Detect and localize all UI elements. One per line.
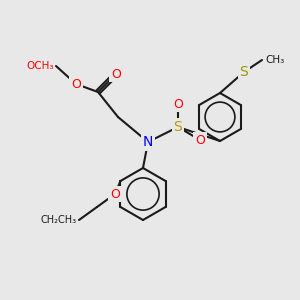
Text: O: O — [195, 134, 205, 146]
Text: N: N — [143, 135, 153, 149]
Text: CH₃: CH₃ — [265, 55, 284, 65]
Text: S: S — [240, 65, 248, 79]
Text: CH₂CH₃: CH₂CH₃ — [41, 215, 77, 225]
Text: O: O — [71, 77, 81, 91]
Text: O: O — [111, 68, 121, 80]
Text: OCH₃: OCH₃ — [26, 61, 54, 71]
Text: S: S — [174, 120, 182, 134]
Text: O: O — [110, 188, 120, 200]
Text: O: O — [173, 98, 183, 110]
